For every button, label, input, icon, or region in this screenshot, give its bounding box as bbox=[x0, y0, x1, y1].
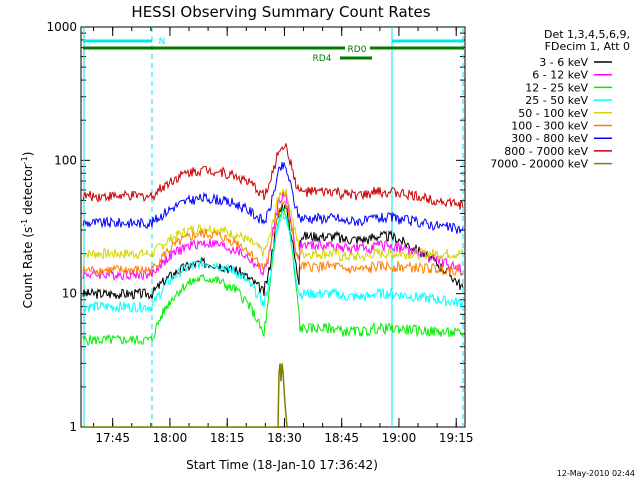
rd4-flag-label: RD4 bbox=[313, 54, 332, 64]
legend-header-line-2: FDecim 1, Att 0 bbox=[545, 40, 630, 53]
series-line bbox=[82, 206, 464, 347]
series-line bbox=[82, 143, 464, 210]
series-line bbox=[82, 190, 464, 282]
chart-title: HESSI Observing Summary Count Rates bbox=[131, 3, 430, 21]
x-tick-label: 19:00 bbox=[382, 431, 417, 445]
y-axis-label-sup: -1 bbox=[20, 219, 29, 227]
legend-entry-label: 3 - 6 keV bbox=[539, 56, 588, 69]
legend-entry-label: 100 - 300 keV bbox=[511, 120, 588, 133]
legend-entry-label: 800 - 7000 keV bbox=[504, 145, 588, 158]
rd0-flag-label: RD0 bbox=[348, 45, 367, 55]
series-line bbox=[82, 199, 464, 277]
series-line bbox=[82, 187, 464, 263]
x-tick-label: 17:45 bbox=[95, 431, 130, 445]
legend-entry-label: 6 - 12 keV bbox=[532, 69, 588, 82]
x-tick-label: 18:45 bbox=[324, 431, 359, 445]
x-axis-label: Start Time (18-Jan-10 17:36:42) bbox=[186, 458, 378, 472]
series-line bbox=[82, 162, 464, 234]
footer-date: 12-May-2010 02:44 bbox=[557, 469, 635, 478]
x-tick-label: 19:15 bbox=[439, 431, 474, 445]
legend-entry-label: 12 - 25 keV bbox=[525, 81, 588, 94]
y-tick-label: 1000 bbox=[46, 20, 77, 34]
x-tick-label: 18:15 bbox=[210, 431, 245, 445]
y-axis-label-close: ) bbox=[21, 152, 35, 157]
x-tick-label: 18:30 bbox=[267, 431, 302, 445]
series-group bbox=[82, 143, 464, 427]
y-axis-label-tail: detector bbox=[21, 164, 35, 219]
x-tick-label: 18:00 bbox=[153, 431, 188, 445]
legend-header-line-1: Det 1,3,4,5,6,9, bbox=[544, 28, 630, 41]
legend-entry-label: 25 - 50 keV bbox=[525, 94, 588, 107]
legend-entry-label: 300 - 800 keV bbox=[511, 132, 588, 145]
y-axis-label-tail-sup: -1 bbox=[20, 156, 29, 164]
y-tick-label: 10 bbox=[62, 287, 77, 301]
legend-entry-label: 50 - 100 keV bbox=[518, 107, 588, 120]
night-flag-label: N bbox=[159, 37, 166, 47]
y-tick-label: 1 bbox=[69, 420, 77, 434]
y-axis-label-main: Count Rate (s bbox=[21, 227, 35, 309]
legend-entry-label: 7000 - 20000 keV bbox=[490, 158, 588, 171]
y-axis-label: Count Rate (s-1 detector-1) bbox=[20, 152, 35, 309]
series-line bbox=[82, 209, 464, 314]
series-line bbox=[83, 363, 288, 427]
y-tick-label: 100 bbox=[54, 153, 77, 167]
